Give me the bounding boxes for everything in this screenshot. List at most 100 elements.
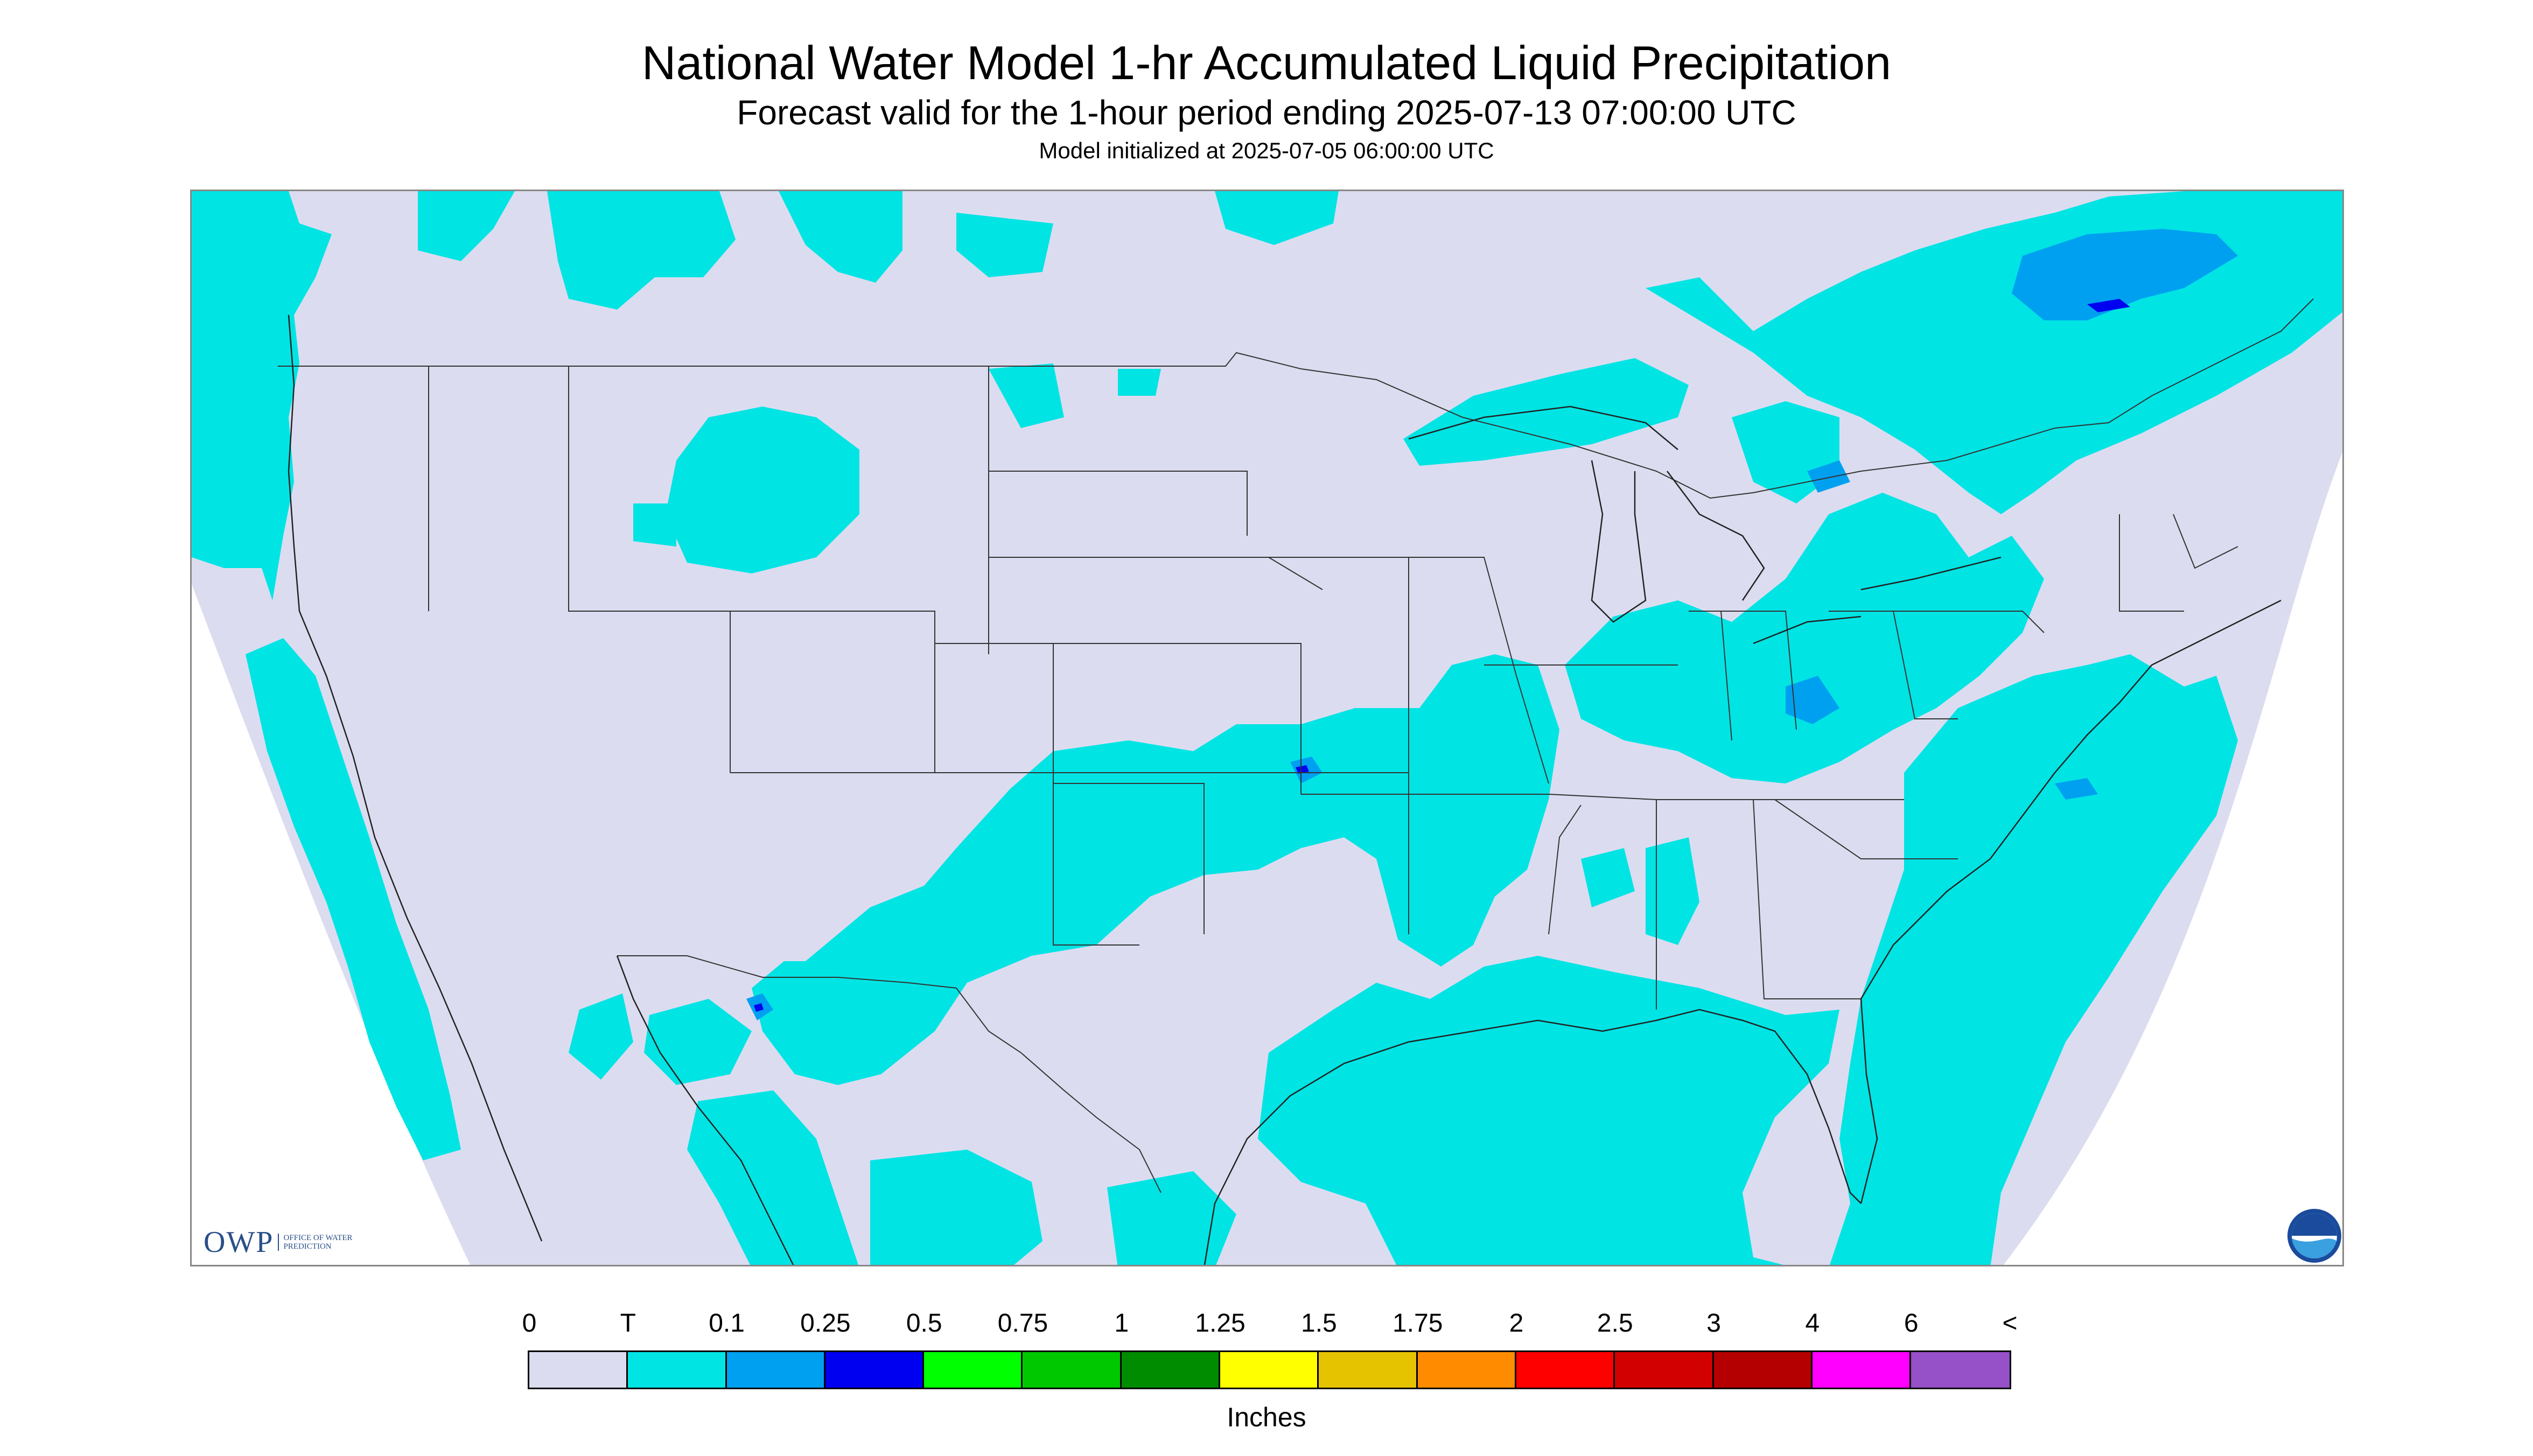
state-line-3: [730, 611, 935, 773]
precip-area-mexico-south: [1107, 1171, 1236, 1265]
state-line-10: [1053, 773, 1139, 946]
legend-swatch: [1516, 1352, 1615, 1388]
precip-area-alberta: [547, 191, 736, 310]
legend-swatch: [1615, 1352, 1714, 1388]
baja-coastline: [616, 955, 794, 1265]
precip-area-minnesota: [1118, 369, 1161, 396]
gulf-coastline: [1203, 1009, 1862, 1265]
legend-swatch: [1812, 1352, 1912, 1388]
legend-tick-label: 0.5: [906, 1309, 942, 1338]
precip-area-montana: [666, 407, 859, 573]
legend-swatch: [1319, 1352, 1418, 1388]
state-line-22: [1774, 799, 1958, 859]
precip-core-atlantic: [2055, 778, 2098, 800]
map-title: National Water Model 1-hr Accumulated Li…: [641, 36, 1892, 89]
precipitation-map: OWP OFFICE OF WATER PREDICTION: [190, 190, 2344, 1266]
precip-trace-areas: [192, 191, 2342, 1265]
legend-tick-label: 4: [1805, 1309, 1820, 1338]
legend-units-label: Inches: [1227, 1402, 1306, 1432]
legend-tick-label: 0.1: [709, 1309, 745, 1338]
owp-logo: OWP OFFICE OF WATER PREDICTION: [204, 1225, 353, 1259]
legend-tick-label: 1.5: [1301, 1309, 1337, 1338]
coastlines: [288, 314, 2282, 1265]
precip-area-north-dakota: [989, 363, 1064, 428]
precip-area-texas-panhandle: [1258, 751, 1355, 816]
precip-max-missouri: [1296, 765, 1309, 774]
legend-tick-label: T: [620, 1309, 636, 1338]
legend-tick-label: 3: [1706, 1309, 1721, 1338]
mexico-us-border: [617, 955, 1161, 1193]
legend-tick-label: 2.5: [1597, 1309, 1633, 1338]
great-lakes-shorelines: [1408, 405, 2002, 645]
legend-tick-label: 0.75: [997, 1309, 1048, 1338]
legend-tick-label: <: [2002, 1309, 2018, 1338]
state-line-21: [1893, 611, 2045, 633]
precip-core-quebec: [2012, 229, 2238, 320]
precip-max-arizona: [754, 1003, 764, 1012]
legend-color-bar: [528, 1350, 2012, 1389]
precip-max-quebec: [2087, 299, 2130, 312]
precip-area-bc: [418, 191, 515, 261]
state-line-7: [989, 471, 1248, 536]
precip-area-mexico-interior: [870, 1150, 1042, 1265]
legend-swatch: [726, 1352, 825, 1388]
state-line-20: [1829, 611, 1958, 719]
legend-tick-label: 0: [522, 1309, 537, 1338]
precip-area-southeast-inland: [1646, 837, 1699, 945]
precip-area-arizona: [644, 999, 752, 1085]
precip-area-idaho: [633, 503, 676, 547]
precip-area-sonora: [687, 1090, 858, 1265]
noaa-logo: [2287, 1209, 2341, 1263]
legend-swatch: [1417, 1352, 1516, 1388]
atlantic-coastline: [1860, 599, 2282, 1204]
boundary-lines: [278, 298, 2314, 1193]
legend-swatch: [628, 1352, 727, 1388]
legend-tick-label: 1.75: [1392, 1309, 1443, 1338]
owp-logo-letters: OWP: [204, 1226, 274, 1259]
precip-area-atlantic: [1830, 654, 2238, 1265]
legend-swatch: [1713, 1352, 1813, 1388]
precip-core-indiana: [1786, 676, 1839, 724]
precip-moderate-areas: [754, 299, 2130, 1012]
state-line-13: [1269, 557, 1549, 784]
precip-area-pacific-coast: [246, 638, 461, 1160]
map-subtitle: Forecast valid for the 1-hour period end…: [737, 93, 1796, 132]
legend-swatch: [529, 1352, 628, 1388]
legend-swatch: [1121, 1352, 1221, 1388]
state-line-17: [1753, 799, 1861, 999]
state-line-19: [1721, 611, 1797, 730]
state-line-11: [1053, 783, 1205, 934]
precip-area-sask-east: [1215, 191, 1339, 245]
precip-area-ohio-valley: [1565, 493, 2044, 783]
state-line-15: [1548, 804, 1582, 935]
precipitation-legend: 0 T 0.1 0.25 0.5 0.75 1 1.25 1.5 1.75 2 2.5 3 4 6 <: [522, 1292, 2018, 1389]
precip-area-sask: [779, 191, 902, 283]
precip-area-alabama: [1581, 848, 1635, 907]
state-line-25: [2173, 514, 2238, 569]
model-init-time: Model initialized at 2025-07-05 06:00:00…: [1039, 138, 1494, 163]
state-line-24: [2119, 514, 2184, 612]
owp-logo-text: OFFICE OF WATER PREDICTION: [278, 1234, 353, 1251]
precip-area-baja: [569, 993, 633, 1080]
precip-area-southwest-band: [752, 654, 1559, 1085]
legend-swatch: [1023, 1352, 1122, 1388]
legend-swatch: [1911, 1352, 2010, 1388]
precip-core-ontario: [1807, 460, 1850, 493]
precip-area-gulf: [1258, 956, 1839, 1265]
legend-tick-label: 2: [1509, 1309, 1524, 1338]
precip-area-sask-north: [956, 213, 1053, 277]
state-line-5: [1053, 643, 1302, 794]
legend-tick-label: 1: [1114, 1309, 1129, 1338]
state-line-2: [568, 366, 731, 773]
precip-area-lake-superior: [1403, 358, 1689, 466]
precip-area-pacific-nw: [192, 191, 332, 600]
legend-swatch: [924, 1352, 1023, 1388]
legend-swatch: [825, 1352, 925, 1388]
legend-tick-label: 0.25: [800, 1309, 851, 1338]
canada-us-border: [278, 298, 2314, 499]
legend-tick-label: 1.25: [1195, 1309, 1245, 1338]
legend-swatch: [1220, 1352, 1319, 1388]
legend-tick-label: 6: [1904, 1309, 1919, 1338]
pacific-coastline: [288, 314, 543, 1242]
state-line-14: [1301, 794, 1904, 800]
